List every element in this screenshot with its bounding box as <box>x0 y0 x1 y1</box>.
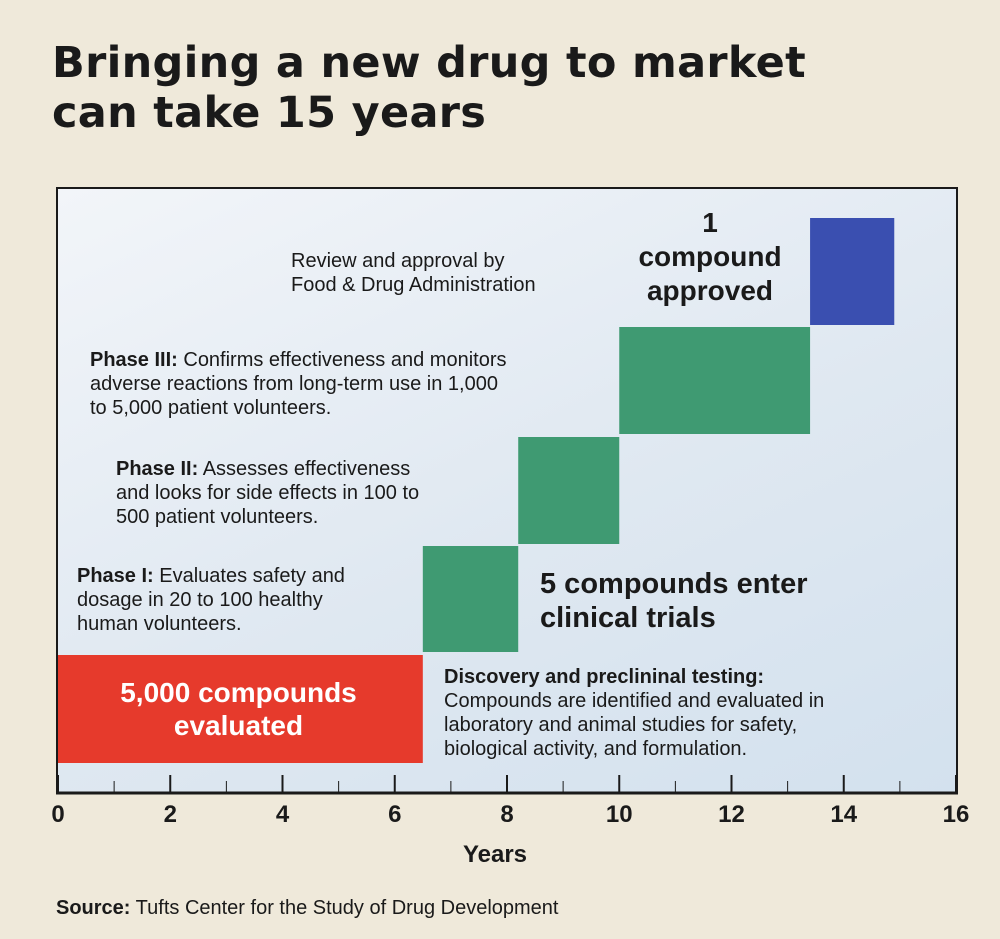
title-line-1: Bringing a new drug to market <box>52 38 806 88</box>
fda-review-annotation: Review and approval by Food & Drug Admin… <box>291 249 536 297</box>
discovery-line-1: Compounds are identified and evaluated i… <box>444 690 825 712</box>
x-tick-label: 0 <box>51 801 64 828</box>
x-tick-label: 16 <box>943 801 970 828</box>
phase3-label: Phase III: <box>90 349 178 371</box>
x-axis-title: Years <box>463 841 527 868</box>
x-tick-label: 12 <box>718 801 745 828</box>
approved-annotation: 1 compound approved <box>615 206 805 308</box>
chart-title: Bringing a new drug to market can take 1… <box>52 38 806 138</box>
phase1-label: Phase I: <box>77 565 154 587</box>
phase3-line-2: adverse reactions from long-term use in … <box>90 373 498 395</box>
phase2-line-3: 500 patient volunteers. <box>116 506 319 528</box>
discovery-line-2: laboratory and animal studies for safety… <box>444 714 798 736</box>
evaluated-line-2: evaluated <box>173 710 304 741</box>
bar-discovery-and-preclininal-testing <box>58 655 423 763</box>
source-label: Source: <box>56 897 131 919</box>
evaluated-line-1: 5,000 compounds <box>120 677 357 708</box>
phase1-line-1: Evaluates safety and <box>153 565 345 587</box>
clinical-trials-annotation: 5 compounds enter clinical trials <box>540 567 808 635</box>
fda-line-2: Food & Drug Administration <box>291 274 536 296</box>
source-text: Tufts Center for the Study of Drug Devel… <box>135 897 559 919</box>
approved-line-2: approved <box>646 275 774 306</box>
title-line-2: can take 15 years <box>52 88 487 138</box>
phase2-line-1: Assesses effectiveness <box>198 458 411 480</box>
x-tick-label: 14 <box>830 801 857 828</box>
trials-line-2: clinical trials <box>540 602 716 634</box>
phase1-line-3: human volunteers. <box>77 613 242 635</box>
phase1-line-2: dosage in 20 to 100 healthy <box>77 589 323 611</box>
approved-line-1: compound <box>638 241 782 272</box>
fda-line-1: Review and approval by <box>291 250 505 272</box>
bar-phase-iii <box>619 327 811 434</box>
phase2-line-2: and looks for side effects in 100 to <box>116 482 420 504</box>
x-tick-label: 6 <box>388 801 401 828</box>
phase3-annotation: Phase III: Confirms effectiveness and mo… <box>90 348 506 420</box>
discovery-line-3: biological activity, and formulation. <box>444 738 748 760</box>
phase2-annotation: Phase II: Assesses effectiveness and loo… <box>116 457 419 529</box>
x-tick-label: 8 <box>500 801 513 828</box>
discovery-label: Discovery and preclininal testing: <box>444 666 765 688</box>
trials-line-1: 5 compounds enter <box>540 568 808 600</box>
bar-phase-i <box>422 546 519 652</box>
phase3-line-3: to 5,000 patient volunteers. <box>90 397 332 419</box>
bar-review-and-approval-by-food-drug-administration <box>810 218 895 325</box>
evaluated-annotation: 5,000 compounds evaluated <box>56 676 421 742</box>
x-tick-label: 2 <box>164 801 177 828</box>
approved-count: 1 <box>702 207 718 238</box>
phase2-label: Phase II: <box>116 458 199 480</box>
bar-phase-ii <box>518 437 620 544</box>
phase3-line-1: Confirms effectiveness and monitors <box>177 349 507 371</box>
source-note: Source: Tufts Center for the Study of Dr… <box>56 897 558 920</box>
phase1-annotation: Phase I: Evaluates safety and dosage in … <box>77 564 345 636</box>
discovery-annotation: Discovery and preclininal testing: Compo… <box>444 665 824 761</box>
x-tick-label: 4 <box>276 801 290 828</box>
x-tick-label: 10 <box>606 801 633 828</box>
